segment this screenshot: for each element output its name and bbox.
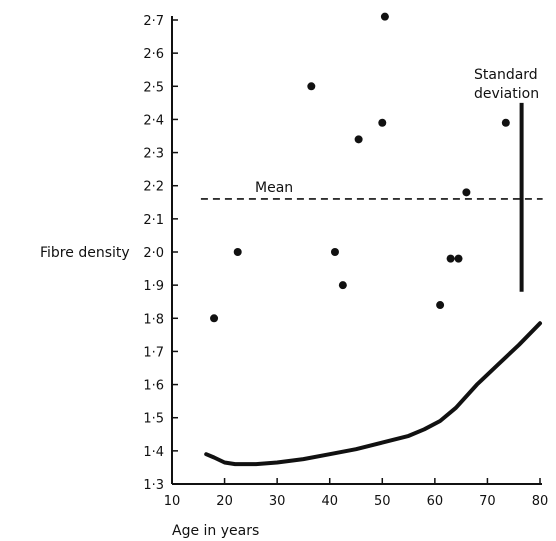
y-axis-label: Fibre density — [40, 245, 130, 261]
data-point — [501, 118, 510, 127]
data-point — [446, 254, 455, 263]
y-tick-label: 1·3 — [143, 478, 164, 493]
x-tick-label: 70 — [479, 494, 496, 509]
x-tick-label: 60 — [427, 494, 444, 509]
y-tick-label: 2·5 — [143, 80, 164, 95]
y-tick-label: 2·7 — [143, 14, 164, 29]
data-point — [307, 82, 316, 91]
y-tick-label: 1·8 — [143, 312, 164, 327]
y-tick-label: 2·3 — [143, 147, 164, 162]
x-tick-label: 40 — [321, 494, 338, 509]
x-tick-label: 80 — [532, 494, 549, 509]
trend-curve — [204, 321, 542, 467]
y-tick-label: 2·6 — [143, 47, 164, 62]
standard-deviation-group: Standard deviation — [474, 67, 539, 292]
data-point — [462, 188, 471, 197]
axes — [171, 16, 542, 485]
data-point — [354, 135, 363, 144]
data-point — [210, 314, 219, 323]
data-point — [233, 248, 242, 256]
data-points — [210, 12, 510, 323]
data-point — [380, 12, 389, 21]
standard-deviation-label: Standard — [474, 67, 538, 83]
y-tick-label: 1·7 — [143, 345, 164, 360]
y-tick-label: 1·5 — [143, 412, 164, 427]
x-axis-label: Age in years — [172, 523, 259, 539]
x-tick-label: 10 — [164, 494, 181, 509]
y-tick-label: 1·6 — [143, 379, 164, 394]
y-tick-label: 1·9 — [143, 279, 164, 294]
y-ticks: 1·3 1·4 1·5 1·6 1·7 1·8 1·9 2·0 2·1 2·2 2·3 2·4 2·5 2… — [143, 14, 178, 493]
y-tick-label: 2·4 — [143, 113, 164, 128]
data-point — [338, 281, 347, 290]
y-tick-label: 2·1 — [143, 213, 164, 228]
data-point — [330, 248, 339, 256]
x-tick-label: 50 — [374, 494, 391, 509]
data-point — [454, 254, 463, 263]
y-tick-label: 2·0 — [143, 246, 164, 261]
data-point — [378, 118, 387, 127]
x-tick-label: 20 — [216, 494, 233, 509]
x-tick-label: 30 — [269, 494, 286, 509]
y-tick-label: 1·4 — [143, 445, 164, 460]
y-tick-label: 2·2 — [143, 180, 164, 195]
data-point — [436, 301, 445, 310]
mean-group: Mean — [200, 180, 543, 200]
mean-label: Mean — [255, 180, 293, 196]
x-ticks: 10 20 30 40 50 60 70 80 — [164, 478, 549, 509]
standard-deviation-label-2: deviation — [474, 86, 539, 102]
